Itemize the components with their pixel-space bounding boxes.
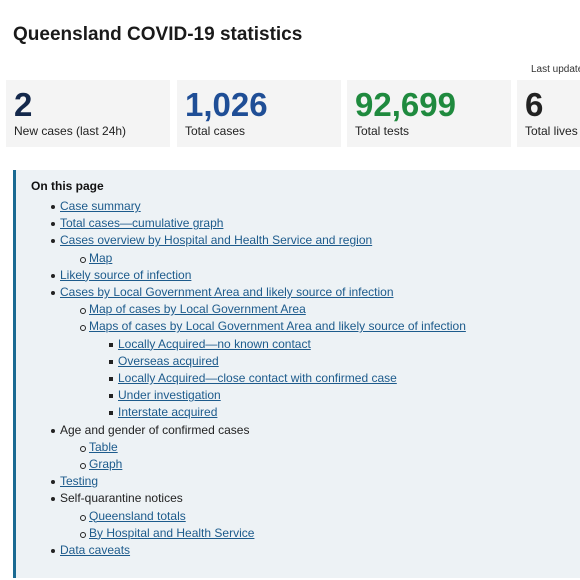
bullet (109, 377, 113, 381)
bullet (51, 480, 55, 485)
bullet (109, 394, 113, 399)
bullet (51, 497, 55, 502)
toc-link[interactable]: Maps of cases by Local Government Area a… (89, 319, 466, 334)
toc-link[interactable]: Testing (60, 474, 99, 489)
toc-link[interactable]: By Hospital and Health Service (89, 525, 255, 540)
toc-link[interactable]: Graph (89, 457, 123, 471)
toc-link[interactable]: Cases by Local Government Area and likel… (60, 285, 394, 299)
bullet (51, 205, 55, 209)
page-title: Queensland COVID-19 statistics (13, 24, 303, 45)
bullet (80, 514, 86, 521)
bullet (109, 359, 113, 364)
bullet (109, 342, 113, 347)
toc-link[interactable]: Map (89, 250, 113, 265)
stat-label: Total tests (355, 124, 410, 138)
toc-link[interactable]: Locally Acquired—no known contact (118, 336, 311, 351)
on-this-page: On this page Case summary Total cases—cum… (13, 170, 580, 578)
bullet (51, 222, 55, 227)
stat-card: 92,699 Total tests (347, 80, 511, 147)
bullet (80, 445, 86, 452)
stat-label: Total lives l (525, 124, 580, 138)
toc-link[interactable]: Cases overview by Hospital and Health Se… (60, 233, 373, 248)
stat-value: 92,699 (355, 86, 456, 123)
toc-title: On this page (31, 179, 104, 193)
stat-value: 6 (525, 86, 544, 123)
toc-link[interactable]: Interstate acquired (118, 405, 218, 420)
toc-link[interactable]: Table (89, 439, 118, 454)
stat-card: 1,026 Total cases (177, 80, 341, 147)
bullet (80, 463, 86, 469)
stat-card: 6 Total lives l (517, 80, 580, 147)
toc-link[interactable]: Case summary (60, 199, 141, 213)
toc-text: Self-quarantine notices (60, 491, 183, 506)
bullet (51, 239, 55, 244)
toc-link[interactable]: Likely source of infection (60, 267, 192, 282)
toc-link[interactable]: Queensland totals (89, 508, 186, 523)
bullet (51, 549, 55, 553)
toc-link[interactable]: Overseas acquired (118, 353, 219, 368)
bullet (80, 256, 86, 263)
stat-card: 2 New cases (last 24h) (6, 80, 170, 147)
stat-value: 1,026 (185, 86, 268, 123)
bullet (109, 411, 113, 416)
stat-label: New cases (last 24h) (14, 124, 127, 138)
bullet (51, 291, 55, 295)
stat-value: 2 (14, 86, 33, 123)
bullet (80, 325, 86, 332)
bullet (51, 273, 55, 278)
bullet (80, 308, 86, 315)
toc-text: Age and gender of confirmed cases (60, 422, 250, 437)
toc-link[interactable]: Data caveats (60, 543, 131, 557)
bullet (51, 428, 55, 433)
toc-link[interactable]: Map of cases by Local Government Area (89, 302, 306, 317)
last-updated: Last updated (531, 64, 580, 75)
toc-link[interactable]: Under investigation (118, 388, 221, 403)
stat-label: Total cases (185, 124, 246, 138)
bullet (80, 531, 86, 538)
toc-link[interactable]: Locally Acquired—close contact with conf… (118, 371, 397, 385)
toc-link[interactable]: Total cases—cumulative graph (60, 216, 224, 231)
